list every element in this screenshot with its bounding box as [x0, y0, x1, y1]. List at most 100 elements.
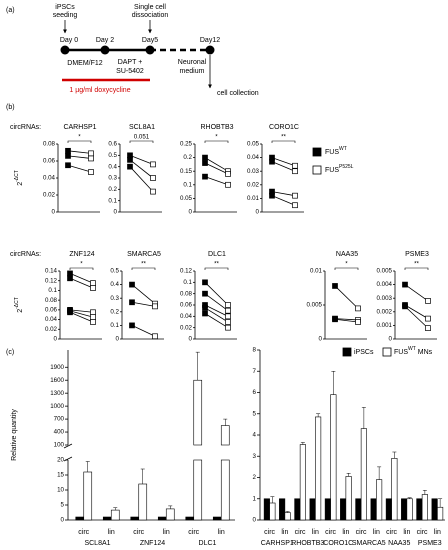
doxycycline-label: 1 µg/ml doxycycline	[69, 87, 130, 94]
bar	[407, 499, 413, 520]
y-tick-label: 0.1	[183, 279, 192, 286]
y-tick-label: 0.1	[48, 287, 57, 294]
fus-p525l-point	[426, 298, 431, 303]
fus-p525l-point	[153, 334, 158, 339]
day-label: Day5	[142, 37, 158, 44]
medium-label: medium	[180, 68, 205, 75]
y-tick-label: 0	[189, 336, 193, 343]
significance-label: **	[214, 261, 219, 268]
bar	[194, 460, 202, 520]
row-label: circRNAs:	[10, 124, 41, 131]
pair-line	[205, 294, 228, 311]
fus-wt-point	[203, 174, 208, 179]
y-tick-label: 0.6	[108, 141, 117, 148]
y-tick-label: 0.002	[377, 308, 393, 315]
chart-title: PSME3	[405, 251, 429, 258]
subcategory-label: lin	[403, 529, 410, 536]
category-label: NAA35	[388, 540, 410, 547]
fus-p525l-point	[153, 304, 158, 309]
category-label: RHOBTB3	[291, 540, 324, 547]
legend-label-sup: WT	[339, 146, 347, 152]
bar	[158, 517, 166, 520]
y-tick-label: 0.25	[180, 141, 193, 148]
y-tick-label: 0	[114, 209, 118, 216]
fus-wt-point	[130, 282, 135, 287]
y-tick-label: 6	[253, 389, 257, 396]
y-axis-label: 2-ΔCT	[14, 170, 24, 186]
y-tick-label: 0.01	[310, 268, 323, 275]
significance-label: *	[80, 261, 83, 268]
bar	[84, 472, 92, 520]
y-tick-label: 0.12	[45, 277, 58, 284]
pair-line	[130, 160, 153, 178]
bar	[401, 499, 407, 520]
bar	[279, 499, 285, 520]
y-tick-label: 3	[253, 453, 257, 460]
subcategory-label: circ	[133, 529, 144, 536]
fus-p525l-point	[426, 326, 431, 331]
pair-line	[405, 306, 428, 328]
subcategory-label: lin	[434, 529, 441, 536]
subcategory-label: lin	[281, 529, 288, 536]
y-tick-label: 0.02	[45, 326, 58, 333]
subcategory-label: circ	[188, 529, 199, 536]
fus-wt-point	[66, 163, 71, 168]
subcategory-label: circ	[295, 529, 306, 536]
fus-p525l-point	[91, 320, 96, 325]
day-dot	[206, 46, 215, 55]
pair-line	[70, 278, 93, 288]
note: seeding	[53, 12, 78, 19]
pair-line	[132, 285, 155, 304]
y-tick-label: 0.5	[108, 152, 117, 159]
significance-bracket	[205, 141, 228, 143]
bar	[264, 499, 270, 520]
y-tick-label: 0.04	[45, 316, 58, 323]
y-tick-label: 0.06	[45, 306, 58, 313]
category-label: SMARCA5	[352, 540, 386, 547]
bar	[300, 445, 306, 520]
y-tick-label: 0	[189, 209, 193, 216]
significance-label: **	[414, 261, 419, 268]
fus-wt-point	[203, 291, 208, 296]
significance-bracket	[205, 268, 228, 270]
y-tick-label: 0	[61, 517, 65, 524]
legend-label-sup: P525L	[339, 164, 354, 170]
chart-title: NAA35	[336, 251, 358, 258]
day-dot	[101, 46, 110, 55]
y-tick-label: 0	[52, 209, 56, 216]
significance-bracket	[68, 141, 91, 143]
subcategory-label: circ	[386, 529, 397, 536]
subcategory-label: lin	[373, 529, 380, 536]
y-tick-label: 1	[253, 495, 257, 502]
day-label: Day 2	[96, 37, 114, 44]
chart-title: RHOBTB3	[200, 124, 233, 131]
category-label: ZNF124	[140, 540, 165, 547]
legend-label: FUSWTMNs	[394, 346, 433, 356]
legend-swatch	[313, 166, 321, 174]
figure: (a)Day 0Day 2Day5Day12iPSCsseedingSingle…	[0, 0, 448, 550]
pair-line	[272, 162, 295, 172]
significance-bracket	[130, 141, 153, 143]
collection-label: cell collection	[217, 90, 259, 97]
bar	[131, 517, 139, 520]
category-label: CARHSP1	[261, 540, 294, 547]
significance-bracket	[70, 268, 93, 270]
fus-wt-point	[130, 300, 135, 305]
y-tick-label: 0.15	[180, 168, 193, 175]
category-label: SCL8A1	[84, 540, 110, 547]
chart-title: SMARCA5	[127, 251, 161, 258]
legend-swatch	[313, 148, 321, 156]
bar	[325, 499, 331, 520]
legend-label-sup: WT	[408, 346, 416, 352]
bar	[103, 517, 111, 520]
y-tick-label: 0.02	[43, 192, 56, 199]
y-tick-label: 20	[57, 457, 64, 464]
y-tick-label: 0.04	[247, 154, 260, 161]
significance-label: *	[78, 134, 81, 141]
fus-wt-point	[66, 153, 71, 158]
medium-label: Neuronal	[178, 59, 207, 66]
y-tick-label: 0.04	[43, 175, 56, 182]
y-tick-label: 0.12	[180, 268, 193, 275]
significance-bracket	[405, 268, 428, 270]
medium-label: SU-5402	[116, 68, 144, 75]
